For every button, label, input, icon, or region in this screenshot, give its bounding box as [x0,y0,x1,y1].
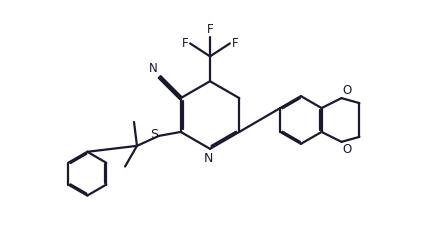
Text: F: F [182,37,189,50]
Text: F: F [207,23,213,36]
Text: S: S [150,128,158,141]
Text: N: N [149,62,158,75]
Text: N: N [203,152,213,165]
Text: F: F [231,37,238,50]
Text: O: O [343,143,352,156]
Text: O: O [343,84,352,97]
